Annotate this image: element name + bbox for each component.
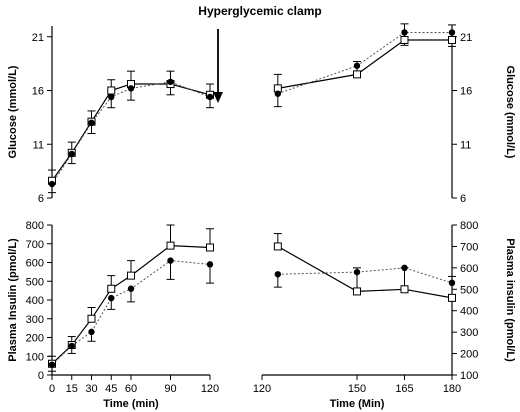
data-point-circle — [448, 279, 456, 287]
data-point-circle — [353, 268, 361, 276]
glucose-right-panel: 6 11 16 21 Glucose (mmol/L) — [273, 23, 516, 205]
x-tick-label: 165 — [395, 383, 413, 395]
data-point-circle — [108, 93, 115, 101]
data-point-square — [166, 241, 175, 250]
data-point-circle — [274, 271, 282, 278]
data-point-circle — [127, 85, 135, 92]
data-point-square — [353, 70, 361, 79]
data-point-circle — [48, 361, 56, 368]
x-tick-label: 45 — [105, 383, 117, 395]
x-tick-label: 180 — [443, 383, 461, 395]
y-tick-label: 400 — [26, 295, 44, 307]
y-tick-label: 16 — [32, 86, 44, 98]
data-point-square — [400, 285, 409, 294]
x-tick-label: 120 — [253, 383, 271, 395]
data-point-square — [107, 86, 116, 95]
y-tick-label: 300 — [26, 314, 44, 326]
data-point-square — [206, 243, 214, 252]
data-point-circle — [68, 150, 75, 158]
y-tick-label: 100 — [460, 370, 478, 382]
y-tick-label: 700 — [460, 241, 478, 253]
data-point-square — [353, 287, 361, 296]
y-axis-title: Glucose (mmol/L) — [504, 66, 516, 159]
x-tick-label: 60 — [125, 383, 137, 395]
figure-title: Hyperglycemic clamp — [198, 4, 321, 18]
y-tick-label: 300 — [460, 327, 478, 339]
y-tick-label: 16 — [460, 86, 472, 98]
data-point-square — [448, 293, 456, 302]
y-tick-label: 600 — [26, 258, 44, 270]
x-axis-title: Time (Min) — [330, 398, 385, 410]
y-tick-label: 200 — [460, 349, 478, 361]
data-point-circle — [108, 294, 115, 302]
x-tick-label: 150 — [348, 383, 366, 395]
y-tick-label: 6 — [38, 193, 44, 205]
data-point-square — [273, 242, 282, 251]
y-tick-label: 21 — [32, 32, 44, 44]
data-point-circle — [48, 180, 56, 188]
x-tick-label: 120 — [201, 383, 219, 395]
data-point-circle — [88, 328, 95, 336]
y-tick-label: 500 — [26, 276, 44, 288]
y-tick-label: 200 — [26, 333, 44, 345]
insulin-right-panel: 100 200 300 400 500 600 700 800 120 150 165 180 Plas… — [253, 220, 516, 410]
data-point-circle — [167, 257, 174, 264]
series-line — [277, 245, 453, 299]
data-point-square — [448, 35, 456, 44]
y-axis-title: Plasma Insulin (pmol/L) — [7, 238, 19, 362]
data-point-square — [400, 35, 409, 44]
y-tick-label: 21 — [460, 32, 472, 44]
clamp-arrow-indicator — [213, 29, 223, 103]
glucose-left-panel: 6 11 16 21 Glucose (mmol/L) — [7, 26, 214, 205]
y-tick-label: 500 — [460, 284, 478, 296]
data-point-circle — [88, 119, 95, 126]
data-point-square — [107, 284, 116, 293]
data-point-circle — [167, 78, 174, 86]
x-tick-label: 0 — [49, 383, 55, 395]
y-tick-label: 800 — [26, 220, 44, 232]
data-point-square — [87, 314, 96, 323]
y-tick-label: 700 — [26, 239, 44, 251]
x-tick-label: 90 — [164, 383, 176, 395]
data-point-circle — [206, 93, 214, 101]
series-line — [277, 32, 452, 95]
data-point-circle — [401, 29, 408, 36]
y-tick-label: 800 — [460, 220, 478, 232]
y-tick-label: 11 — [460, 139, 471, 151]
x-axis-title: Time (min) — [103, 398, 159, 410]
insulin-left-panel: 0 100 200 300 400 500 600 700 800 0 15 30 45 60 90 120 P… — [7, 220, 219, 410]
data-point-square — [127, 271, 135, 280]
y-tick-label: 0 — [38, 370, 44, 382]
y-tick-label: 600 — [460, 263, 478, 275]
data-point-circle — [206, 261, 214, 268]
data-point-circle — [127, 285, 135, 292]
data-point-circle — [68, 342, 75, 350]
x-tick-label: 15 — [66, 383, 78, 395]
series-line — [277, 267, 453, 284]
y-tick-label: 6 — [460, 193, 466, 205]
x-tick-label: 30 — [85, 383, 97, 395]
y-tick-label: 400 — [460, 306, 478, 318]
data-point-circle — [274, 90, 282, 97]
series-line — [277, 39, 452, 89]
y-tick-label: 100 — [26, 351, 44, 363]
y-tick-label: 11 — [33, 139, 44, 151]
data-point-circle — [401, 264, 408, 272]
y-axis-title: Plasma insulin (pmol/L) — [504, 238, 516, 362]
data-point-circle — [353, 62, 361, 69]
data-point-circle — [448, 29, 456, 36]
y-axis-title: Glucose (mmol/L) — [7, 65, 19, 158]
